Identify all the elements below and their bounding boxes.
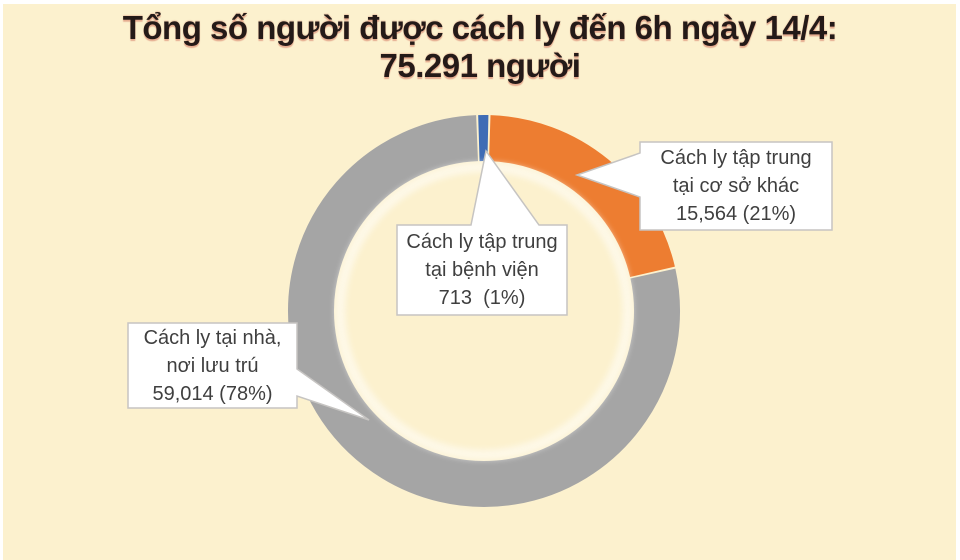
callout-bubble-other-facility: [574, 141, 833, 231]
callout-hospital-line-1: Cách ly tập trung: [406, 231, 558, 253]
title-line-2: 75.291 người: [379, 47, 581, 84]
page-title: Tổng số người được cách ly đến 6h ngày 1…: [0, 9, 960, 85]
callout-home-line-1: Cách ly tại nhà,: [143, 326, 282, 349]
callout-facility-line-2: tại cơ sở khác: [672, 175, 800, 197]
callout-bubble-home: [127, 322, 370, 421]
callout-hospital-line-2: tại bệnh viện: [425, 259, 539, 281]
callout-bubble-hospital: [396, 149, 568, 316]
callout-hospital-value: 713 (1%): [438, 287, 526, 309]
callout-label-hospital: Cách ly tập trung tại bệnh viện 713 (1%): [397, 225, 567, 315]
callout-label-home: Cách ly tại nhà, nơi lưu trú 59,014 (78%…: [128, 323, 297, 408]
callout-label-other-facility: Cách ly tập trung tại cơ sở khác 15,564 …: [640, 142, 832, 230]
donut-segment-2: [288, 115, 680, 507]
callout-home-value: 59,014 (78%): [152, 382, 273, 405]
callout-facility-line-1: Cách ly tập trung: [660, 147, 812, 169]
callout-home-line-2: nơi lưu trú: [166, 354, 259, 377]
callout-facility-value: 15,564 (21%): [675, 203, 797, 225]
title-line-1: Tổng số người được cách ly đến 6h ngày 1…: [122, 9, 838, 46]
